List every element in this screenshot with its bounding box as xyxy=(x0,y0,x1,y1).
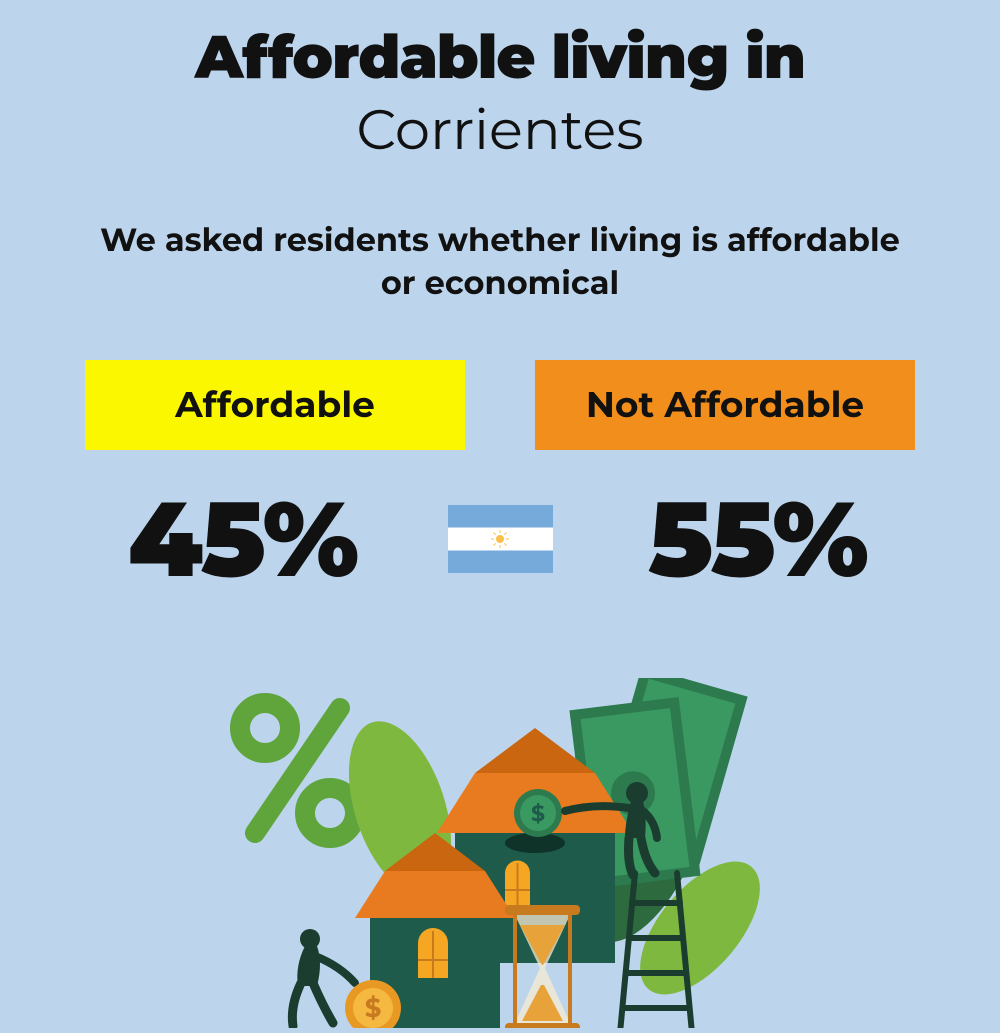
hourglass-icon xyxy=(505,905,580,1028)
subtitle: We asked residents whether living is aff… xyxy=(100,219,900,305)
affordable-badge: Affordable xyxy=(85,360,465,450)
not-affordable-percent: 55% xyxy=(583,475,933,603)
percent-row: 45% 55% xyxy=(0,475,1000,603)
title-location: Corrientes xyxy=(356,96,643,164)
not-affordable-badge: Not Affordable xyxy=(535,360,915,450)
svg-text:$: $ xyxy=(365,992,382,1024)
flag-sun-icon xyxy=(490,529,510,549)
coin-insert-icon: $ xyxy=(514,789,562,837)
infographic-container: Affordable living in Corrientes We asked… xyxy=(0,0,1000,1000)
percent-sign-icon xyxy=(240,703,355,838)
argentina-flag-icon xyxy=(448,505,553,573)
svg-text:$: $ xyxy=(531,800,545,827)
housing-illustration: $ xyxy=(200,678,800,1028)
badge-row: Affordable Not Affordable xyxy=(0,360,1000,450)
title-line1: Affordable living in xyxy=(195,25,805,91)
affordable-percent: 45% xyxy=(68,475,418,603)
